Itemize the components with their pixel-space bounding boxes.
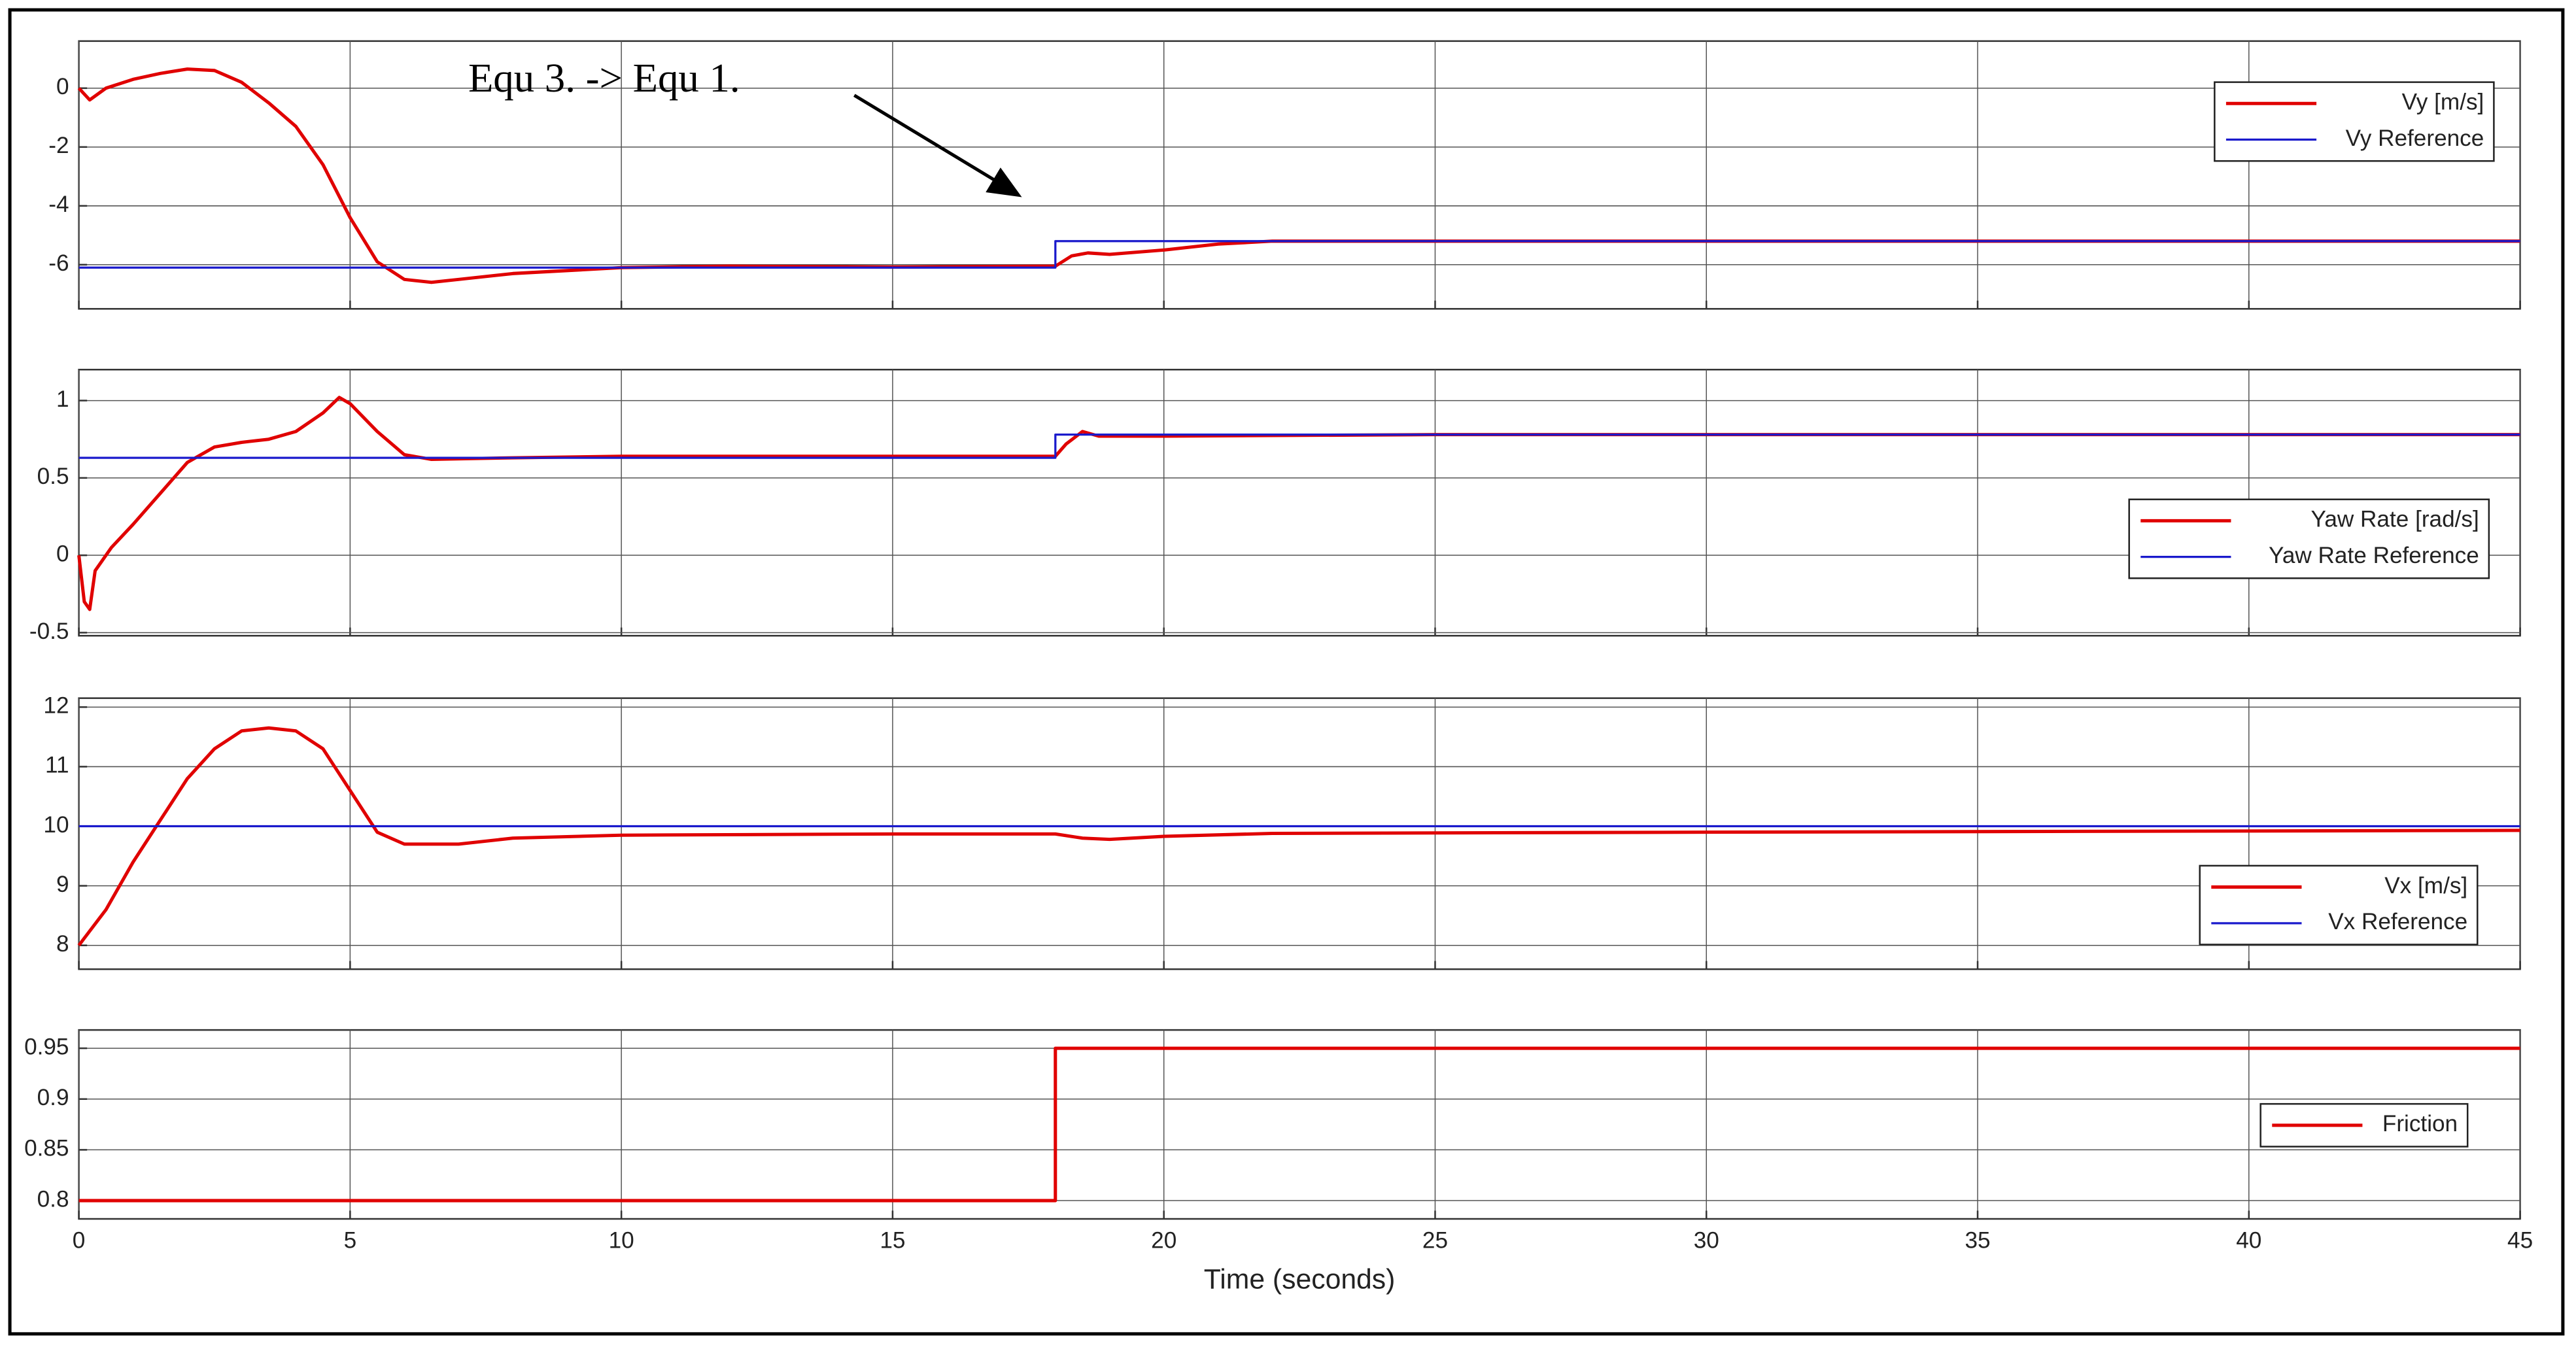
frame xyxy=(8,8,2565,1336)
y-tick-label: -0.5 xyxy=(29,619,69,644)
y-tick-label: -4 xyxy=(48,192,69,217)
legend: Vx [m/s] Vx Reference xyxy=(2199,864,2479,946)
y-tick-label: 0.85 xyxy=(24,1136,69,1161)
y-tick-label: 0.95 xyxy=(24,1034,69,1059)
annotation-arrow xyxy=(853,94,1022,197)
legend-label: Vx Reference xyxy=(2328,909,2467,934)
x-tick-label: 20 xyxy=(1151,1227,1176,1253)
series-line xyxy=(77,396,2520,611)
plot-area xyxy=(78,368,2521,637)
y-tick-label: 0.9 xyxy=(37,1085,69,1110)
legend-label: Vx [m/s] xyxy=(2384,873,2467,898)
y-tick-label: 10 xyxy=(43,812,69,838)
x-tick-label: 25 xyxy=(1422,1227,1448,1253)
plot-area xyxy=(78,1029,2521,1220)
arrow-shaft xyxy=(853,94,997,182)
legend-label: Vy Reference xyxy=(2346,126,2484,151)
x-tick-label: 45 xyxy=(2507,1227,2533,1253)
y-tick-label: 9 xyxy=(56,872,69,897)
x-axis-label: Time (seconds) xyxy=(1204,1264,1396,1295)
x-tick-label: 30 xyxy=(1694,1227,1719,1253)
x-tick-label: 15 xyxy=(880,1227,905,1253)
y-tick-label: 0.5 xyxy=(37,464,69,489)
arrow-head xyxy=(986,167,1022,197)
legend-box xyxy=(2214,81,2495,162)
legend: Yaw Rate [rad/s] Yaw Rate Reference xyxy=(2128,498,2490,579)
series-line xyxy=(78,1046,2520,1203)
y-tick-label: 0 xyxy=(56,541,69,566)
plots: -6 -4 -2 0 Equ 3. -> Equ 1. Vy [m/s] Vy Refere… xyxy=(24,40,2533,1295)
y-tick-label: 1 xyxy=(56,386,69,412)
annotation: Equ 3. -> Equ 1. xyxy=(468,55,740,101)
y-tick-label: 0.8 xyxy=(37,1186,69,1212)
x-tick-label: 40 xyxy=(2236,1227,2261,1253)
series-line xyxy=(78,240,2520,269)
legend-label: Friction xyxy=(2382,1111,2458,1136)
legend-label: Yaw Rate Reference xyxy=(2269,543,2479,568)
y-tick-label: 0 xyxy=(56,74,69,99)
legend-box xyxy=(2128,498,2490,579)
y-tick-label: 8 xyxy=(56,931,69,957)
x-tick-label: 5 xyxy=(344,1227,357,1253)
x-tick-label: 35 xyxy=(1965,1227,1990,1253)
y-tick-label: 11 xyxy=(45,753,69,778)
legend-box xyxy=(2199,864,2479,946)
legend: Vy [m/s] Vy Reference xyxy=(2214,81,2495,162)
x-tick-label: 10 xyxy=(609,1227,634,1253)
legend-label: Vy [m/s] xyxy=(2402,90,2484,115)
y-tick-label: -2 xyxy=(48,133,69,158)
y-tick-label: -6 xyxy=(48,250,69,276)
legend: Friction xyxy=(2259,1102,2469,1148)
y-tick-label: 12 xyxy=(43,693,69,719)
x-tick-label: 0 xyxy=(73,1227,86,1253)
series-line xyxy=(78,433,2520,459)
series-line xyxy=(77,726,2520,947)
legend-label: Yaw Rate [rad/s] xyxy=(2311,507,2479,532)
series-line xyxy=(77,67,2520,284)
